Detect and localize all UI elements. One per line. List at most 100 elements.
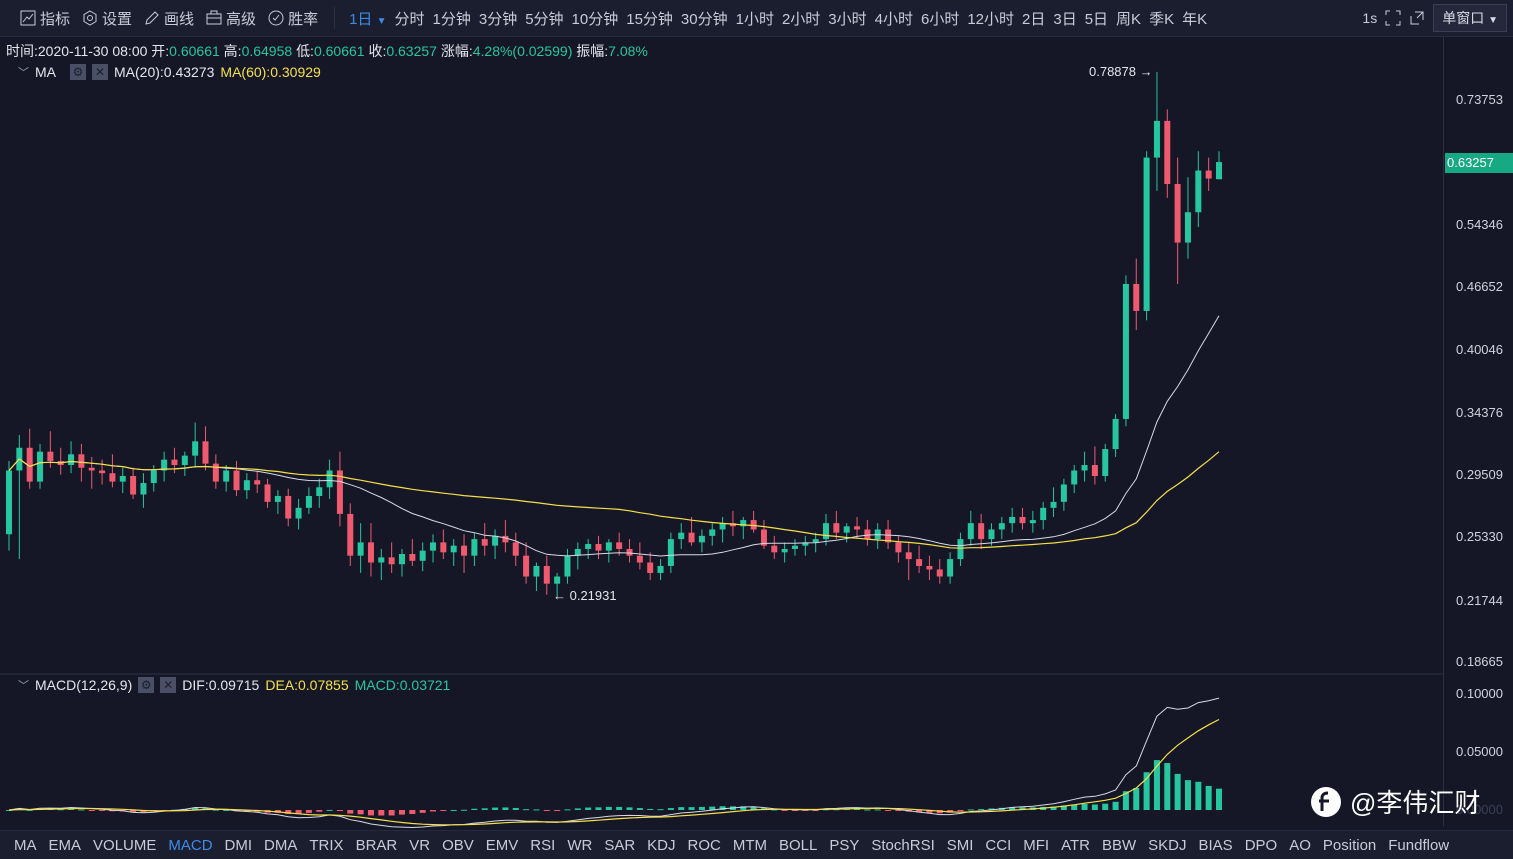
fullscreen-icon[interactable] [1385,10,1401,26]
interval-item[interactable]: 15分钟 [626,10,673,28]
indicator-tab[interactable]: TRIX [309,836,344,854]
macd-histogram-bar [378,810,385,816]
price-axis[interactable]: 0.73753 0.63257 0.54346 0.46652 0.40046 … [1443,36,1513,826]
indicator-tool[interactable]: 指标 [14,8,76,29]
indicator-tab[interactable]: BBW [1101,836,1137,854]
watermark: @李伟汇财 [1310,783,1480,820]
macd-histogram-bar [88,810,95,811]
indicator-tab[interactable]: KDJ [647,836,676,854]
candle-body [430,542,437,551]
indicator-tab[interactable]: SAR [604,836,636,854]
indicator-tab[interactable]: BIAS [1198,836,1233,854]
interval-item[interactable]: 3小时 [828,10,867,28]
candle-body [99,470,106,474]
window-mode-select[interactable]: 单窗口 ▼ [1433,4,1507,32]
interval-item[interactable]: 周K [1116,10,1142,28]
interval-item[interactable]: 5日 [1084,10,1109,28]
price-tick: 0.46652 [1456,279,1503,294]
indicator-tab[interactable]: PSY [829,836,860,854]
high-value: 0.64958 [241,43,293,59]
interval-item[interactable]: 30分钟 [680,10,728,28]
indicator-tab[interactable]: SKDJ [1148,836,1187,854]
interval-item[interactable]: 3日 [1053,10,1077,28]
interval-item[interactable]: 3分钟 [478,10,518,28]
indicator-tab[interactable]: Fundflow [1388,836,1450,854]
indicator-tab[interactable]: SMI [946,836,974,854]
candle-body [998,523,1005,530]
macd-settings-icon[interactable]: ⚙ [138,677,155,693]
indicator-tab[interactable]: DMA [264,836,298,854]
macd-histogram-bar [585,807,592,810]
interval-item[interactable]: 季K [1149,10,1175,28]
interval-item[interactable]: 2日 [1022,10,1046,28]
indicator-tab[interactable]: AO [1289,836,1311,854]
indicator-tab[interactable]: EMV [485,836,519,854]
indicator-tab[interactable]: OBV [442,836,474,854]
macd-histogram-bar [833,809,840,811]
indicator-tab[interactable]: VR [409,836,431,854]
interval-item[interactable]: 5分钟 [525,10,564,28]
indicator-tab[interactable]: MFI [1023,836,1050,854]
candle-body [1195,170,1202,213]
ma-settings-icon[interactable]: ⚙ [70,64,86,80]
macd-close-icon[interactable]: ✕ [160,677,177,693]
interval-item[interactable]: 10分钟 [571,10,619,28]
indicator-tab[interactable]: RSI [530,836,556,854]
advanced-label: 高级 [226,10,257,28]
macd-histogram-bar [709,806,716,810]
indicator-tab-active[interactable]: MACD [168,836,213,854]
indicator-bar: MA EMA VOLUME MACD DMI DMA TRIX BRAR VR … [0,830,1513,859]
macd-histogram-bar [481,808,488,810]
indicator-tab[interactable]: DPO [1244,836,1278,854]
refresh-rate[interactable]: 1s [1362,10,1378,26]
price-tick: 0.54346 [1456,217,1503,232]
collapse-chevron-icon[interactable]: ﹀ [18,67,29,79]
interval-item[interactable]: 2小时 [781,10,821,28]
macd-histogram-bar [409,810,416,815]
indicator-tab[interactable]: ROC [687,836,721,854]
interval-item[interactable]: 分时 [394,10,425,28]
interval-item[interactable]: 1分钟 [432,10,471,28]
macd-histogram-bar [802,810,809,811]
interval-item[interactable]: 6小时 [920,10,960,28]
kline-chart[interactable] [0,36,1443,830]
candle-body [192,441,199,456]
ma-close-icon[interactable]: ✕ [92,64,108,80]
candles-layer [6,71,1222,597]
indicator-tab[interactable]: DMI [224,836,253,854]
macd-histogram-bar [357,810,364,815]
macd-histogram-bar [326,809,333,811]
interval-item[interactable]: 4小时 [874,10,913,28]
interval-item[interactable]: 1小时 [735,10,774,28]
interval-item[interactable]: 年K [1182,10,1208,28]
candle-body [616,542,623,549]
pencil-icon [145,11,159,25]
winrate-tool[interactable]: 胜率 [262,8,324,29]
indicator-tab[interactable]: MTM [732,836,767,854]
popout-icon[interactable] [1409,10,1425,26]
macd-histogram-bar [688,807,695,810]
macd-histogram-bar [740,806,747,810]
interval-item[interactable]: 12小时 [967,10,1015,28]
indicator-tab[interactable]: WR [567,836,593,854]
indicator-tab[interactable]: Position [1322,836,1377,854]
advanced-tool[interactable]: 高级 [200,8,262,29]
macd-histogram-bar [192,807,199,810]
ohlc-info: 时间:2020-11-30 08:00 开:0.60661 高:0.64958 … [6,43,648,59]
indicator-tab[interactable]: BRAR [355,836,398,854]
interval-1d[interactable]: 1日 ▼ [349,10,387,28]
indicator-tab[interactable]: ATR [1061,836,1090,854]
indicator-tab[interactable]: CCI [985,836,1012,854]
indicator-tab[interactable]: StochRSI [871,836,935,854]
settings-tool[interactable]: 设置 [76,8,138,29]
indicator-tab[interactable]: BOLL [779,836,818,854]
draw-line-label: 画线 [164,10,195,28]
draw-line-tool[interactable]: 画线 [138,8,200,29]
indicator-tab[interactable]: VOLUME [93,836,157,854]
collapse-chevron-icon[interactable]: ﹀ [18,680,29,692]
indicator-tab[interactable]: MA [14,836,37,854]
dea-line [8,718,1220,826]
candle-body [1091,465,1098,477]
candle-body [1040,507,1047,521]
indicator-tab[interactable]: EMA [48,836,82,854]
